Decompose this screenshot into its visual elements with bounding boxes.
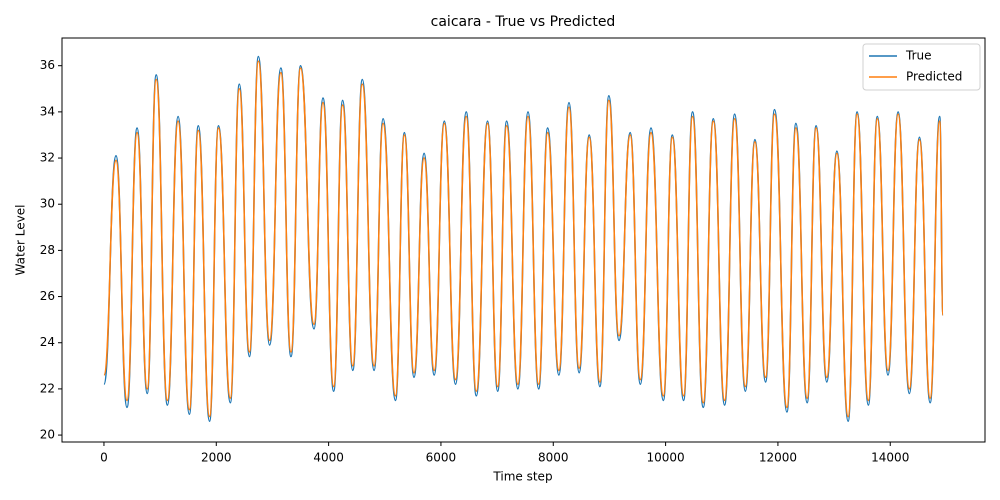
y-tick-label: 26 xyxy=(40,289,55,303)
y-tick-label: 24 xyxy=(40,335,55,349)
axes-frame xyxy=(61,37,986,443)
chart-title: caicara - True vs Predicted xyxy=(431,14,616,30)
x-tick-label: 10000 xyxy=(647,451,685,465)
x-tick-label: 0 xyxy=(100,451,108,465)
y-tick-label: 34 xyxy=(40,104,55,118)
y-tick-label: 22 xyxy=(40,381,55,395)
x-tick-label: 12000 xyxy=(759,451,797,465)
plot-area xyxy=(103,55,944,422)
y-tick-label: 30 xyxy=(40,197,55,211)
legend-label: Predicted xyxy=(906,70,962,84)
x-tick-label: 2000 xyxy=(201,451,232,465)
x-tick-label: 8000 xyxy=(538,451,569,465)
y-tick-label: 28 xyxy=(40,243,55,257)
y-tick-label: 20 xyxy=(40,428,55,442)
legend: True Predicted xyxy=(862,43,981,91)
legend-label: True xyxy=(905,49,932,63)
line-series xyxy=(103,60,944,418)
y-tick-label: 32 xyxy=(40,151,55,165)
y-tick-label: 36 xyxy=(40,58,55,72)
x-tick-label: 14000 xyxy=(871,451,909,465)
x-tick-label: 6000 xyxy=(426,451,457,465)
x-tick-label: 4000 xyxy=(313,451,344,465)
y-axis-label: Water Level xyxy=(14,205,28,276)
x-axis-label: Time step xyxy=(492,470,552,484)
